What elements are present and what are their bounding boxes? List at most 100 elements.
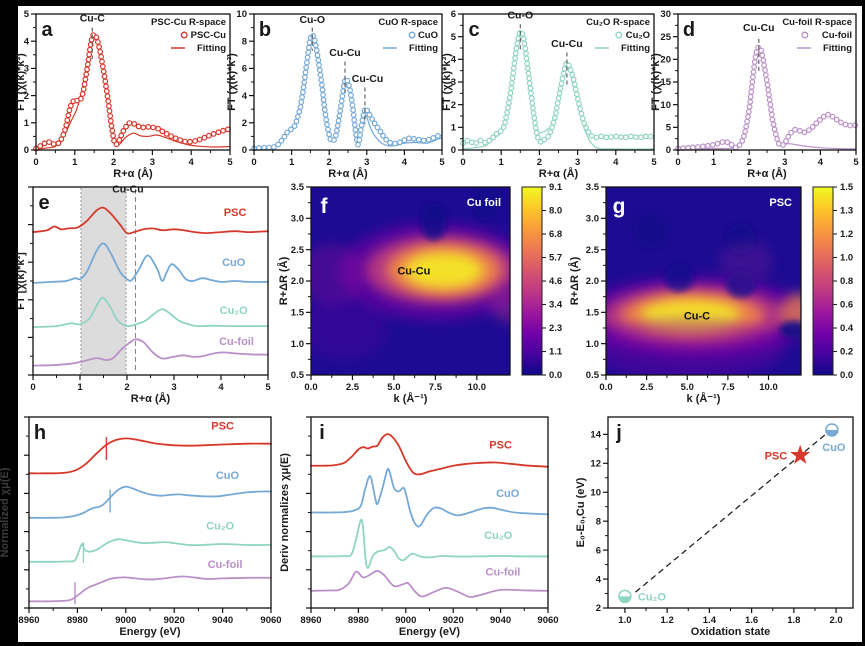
svg-text:0.2: 0.2 [840,347,853,358]
svg-text:h: h [34,422,46,444]
svg-text:1: 1 [72,157,78,168]
svg-text:Normalized χμ(E): Normalized χμ(E) [0,467,11,557]
svg-text:2: 2 [537,157,542,168]
svg-text:8.0: 8.0 [549,206,562,217]
svg-text:8980: 8980 [348,615,369,626]
svg-text:2.0: 2.0 [829,615,842,626]
panel-i-deriv-xanes-stacked: PSC CuO Cu₂O Cu-foil 8960 8980 9000 9020 9040 906… [279,405,559,646]
svg-text:Oxidation state: Oxidation state [691,626,770,638]
svg-text:3.5: 3.5 [586,182,600,193]
svg-text:9040: 9040 [490,615,511,626]
svg-text:1.0: 1.0 [291,339,304,350]
svg-text:Cu-O: Cu-O [299,14,325,26]
svg-text:2: 2 [111,157,116,168]
svg-text:Cu-foil: Cu-foil [219,336,254,348]
svg-text:c: c [468,19,479,41]
svg-text:4.6: 4.6 [549,276,562,287]
svg-text:PSC-Cu: PSC-Cu [191,30,227,41]
svg-text:3: 3 [451,77,456,88]
svg-text:3.4: 3.4 [549,300,563,311]
svg-text:0.0: 0.0 [304,382,317,393]
svg-text:R+α (Å): R+α (Å) [131,392,171,405]
svg-text:Cu₂O: Cu₂O [206,521,235,533]
svg-text:PSC: PSC [765,450,788,462]
svg-text:Cu-foil R-space: Cu-foil R-space [782,17,852,28]
svg-text:8980: 8980 [67,615,88,626]
svg-text:FT (χ(k)*k³): FT (χ(k)*k³) [650,53,662,111]
svg-text:1.1: 1.1 [549,347,563,358]
svg-text:9000: 9000 [115,615,136,626]
svg-text:15: 15 [660,77,671,88]
svg-text:0.8: 0.8 [840,276,853,287]
svg-text:4: 4 [218,382,224,393]
svg-text:3: 3 [782,157,787,168]
svg-text:5: 5 [227,157,233,168]
svg-text:5.7: 5.7 [549,253,562,264]
svg-text:20: 20 [660,55,671,66]
svg-text:6: 6 [451,9,456,20]
svg-text:8960: 8960 [18,615,39,626]
svg-text:1: 1 [711,157,717,168]
svg-text:Fitting: Fitting [197,43,226,54]
svg-text:9.1: 9.1 [549,182,563,193]
svg-text:0: 0 [666,145,671,156]
svg-text:1: 1 [499,157,505,168]
svg-text:1: 1 [451,123,457,134]
svg-text:0: 0 [33,157,38,168]
svg-text:1.5: 1.5 [291,308,305,319]
svg-text:2: 2 [124,382,129,393]
svg-text:2.0: 2.0 [291,276,304,287]
panel-j-oxidation-state: Cu₂O CuO PSC 1.0 1.2 1.4 1.6 1.8 2.0 2 4 6 8 10 12 14 Ox… [575,405,865,646]
svg-text:k (Å⁻¹): k (Å⁻¹) [394,392,428,405]
svg-text:Cu-C: Cu-C [684,310,710,322]
svg-text:1.5: 1.5 [840,182,854,193]
svg-text:CuO: CuO [216,470,240,482]
svg-text:Fitting: Fitting [621,43,650,54]
svg-text:PSC: PSC [489,440,512,452]
svg-text:f: f [321,195,329,218]
panel-g-wavelet-psc: Cu-C PSC 0.0 2.5 5.0 7.5 10.0 0.5 1.0 1.5 2.0 2.5 3.… [565,182,865,405]
svg-text:3: 3 [150,157,155,168]
chart-j: Cu₂O CuO PSC 1.0 1.2 1.4 1.6 1.8 2.0 2 4 6 8 10 12 14 Ox… [575,416,854,638]
svg-text:CuO R-space: CuO R-space [378,17,438,28]
svg-text:0.5: 0.5 [291,370,305,381]
svg-text:2.5: 2.5 [291,245,305,256]
panel-d-cufoil-exafs-fit: Cu-Cu Cu-foil R-space Cu-foil Fitting 0 1 2 3 4 5… [650,8,862,180]
svg-text:k (Å⁻¹): k (Å⁻¹) [687,392,721,405]
svg-text:5: 5 [666,123,672,134]
svg-text:4: 4 [818,157,824,168]
svg-text:2: 2 [596,603,601,614]
svg-text:1.2: 1.2 [661,615,674,626]
panel-h-xanes-stacked: PSC CuO Cu₂O Cu-foil 8960 8980 9000 9020 9040 906… [0,405,282,646]
svg-text:0.5: 0.5 [586,370,600,381]
svg-text:Cu₂O: Cu₂O [484,530,513,542]
svg-text:i: i [319,422,325,444]
svg-text:FT (χ(k)*k³): FT (χ(k)*k³) [15,53,27,111]
svg-text:8960: 8960 [300,615,321,626]
svg-text:Cu₂O: Cu₂O [220,305,249,317]
svg-text:0.0: 0.0 [840,370,853,381]
svg-text:1.0: 1.0 [586,339,599,350]
svg-text:9000: 9000 [395,615,416,626]
svg-text:CuO: CuO [418,30,438,41]
svg-text:3: 3 [364,157,369,168]
svg-text:9060: 9060 [537,615,558,626]
svg-text:2: 2 [242,118,247,129]
svg-text:2: 2 [451,100,456,111]
svg-text:2: 2 [327,157,332,168]
svg-text:9040: 9040 [212,615,233,626]
svg-text:4: 4 [451,55,457,66]
svg-text:5: 5 [853,157,859,168]
svg-text:7.5: 7.5 [429,382,443,393]
svg-text:FT (χ(k)*k³): FT (χ(k)*k³) [441,53,453,111]
svg-text:Deriv normalizes χμ(E): Deriv normalizes χμ(E) [279,453,291,572]
svg-text:0.6: 0.6 [840,300,853,311]
svg-text:0: 0 [451,145,456,156]
panel-b-cuo-exafs-fit: Cu-O Cu-Cu Cu-Cu CuO R-space CuO Fitting 0 1 2 3 4… [226,8,447,180]
svg-text:Cu-foil: Cu-foil [822,30,852,41]
svg-text:0: 0 [30,382,35,393]
chart-h: PSC CuO Cu₂O Cu-foil 8960 8980 9000 9020 9040 906… [0,416,282,638]
svg-text:R+α (Å): R+α (Å) [747,167,787,180]
